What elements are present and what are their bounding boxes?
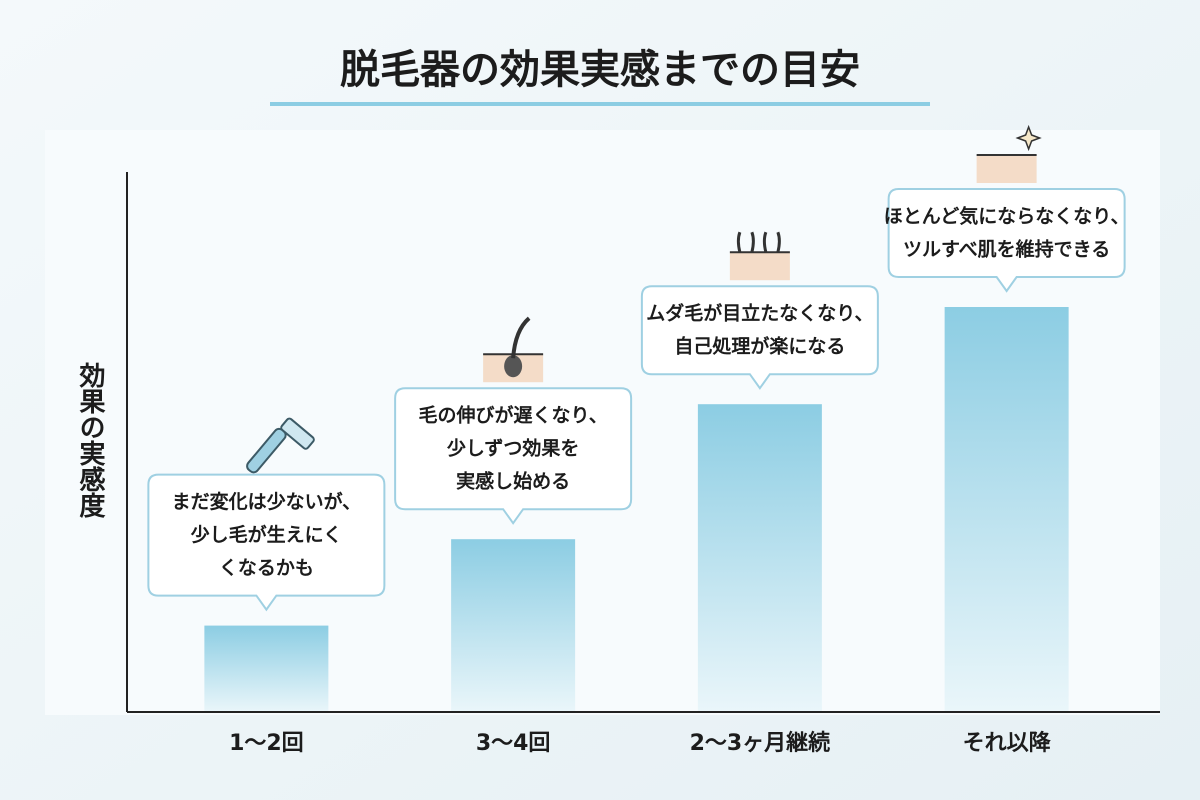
- x-tick-label: 2〜3ヶ月継続: [690, 730, 831, 756]
- x-tick-label: 3〜4回: [476, 731, 551, 756]
- callout-text: 実感し始める: [456, 470, 570, 493]
- y-axis-label: 効果の実感度: [75, 362, 106, 519]
- skin: [976, 155, 1037, 183]
- callout-text: ムダ毛が目立たなくなり、: [646, 302, 873, 325]
- razor-head: [280, 417, 315, 450]
- callout-text: 少し毛が生えにく: [191, 523, 343, 546]
- callout-text: 少しずつ効果を: [447, 437, 580, 460]
- chart-title: 脱毛器の効果実感までの目安: [340, 47, 860, 93]
- hair: [736, 231, 742, 253]
- callout-text: まだ変化は少ないが、: [172, 490, 362, 513]
- bar: [697, 404, 822, 712]
- callout-box: [887, 188, 1126, 293]
- x-tick-label: それ以降: [963, 731, 1052, 756]
- callout-icon: [976, 124, 1042, 183]
- skin: [729, 252, 790, 281]
- callout-icon: [246, 417, 315, 474]
- callout-text: 自己処理が楽になる: [674, 335, 845, 358]
- x-tick-label: 1〜2回: [229, 731, 304, 756]
- callout-box: [147, 473, 386, 612]
- callout-icon: [729, 231, 790, 281]
- bar: [451, 539, 576, 712]
- callout-text: ツルすべ肌を維持できる: [903, 238, 1110, 261]
- callout-text: くなるかも: [219, 557, 314, 579]
- hair: [762, 231, 768, 253]
- hair: [750, 231, 755, 253]
- bar: [204, 625, 329, 712]
- callout-box: [394, 387, 633, 525]
- hair: [511, 316, 531, 359]
- hair: [776, 231, 781, 253]
- callout-box: [640, 285, 879, 390]
- callout-text: 毛の伸びが遅くなり、: [419, 404, 608, 427]
- bar: [944, 307, 1069, 712]
- hair-root: [504, 355, 523, 378]
- callout-icon: [483, 316, 544, 383]
- callout-text: ほとんど気にならなくなり、: [884, 205, 1130, 228]
- sparkle: [1015, 124, 1042, 152]
